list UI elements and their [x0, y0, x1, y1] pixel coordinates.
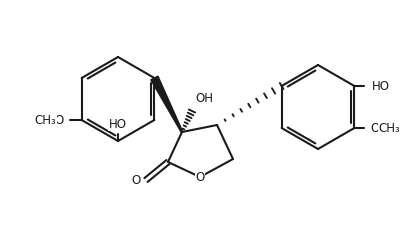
Text: CH₃: CH₃: [378, 122, 400, 135]
Text: O: O: [54, 114, 64, 127]
Text: CH₃: CH₃: [35, 114, 56, 127]
Polygon shape: [151, 77, 183, 133]
Text: O: O: [196, 171, 204, 184]
Text: O: O: [132, 174, 141, 187]
Text: OH: OH: [195, 92, 213, 105]
Text: HO: HO: [109, 117, 127, 130]
Text: HO: HO: [372, 80, 390, 93]
Text: O: O: [371, 122, 380, 135]
